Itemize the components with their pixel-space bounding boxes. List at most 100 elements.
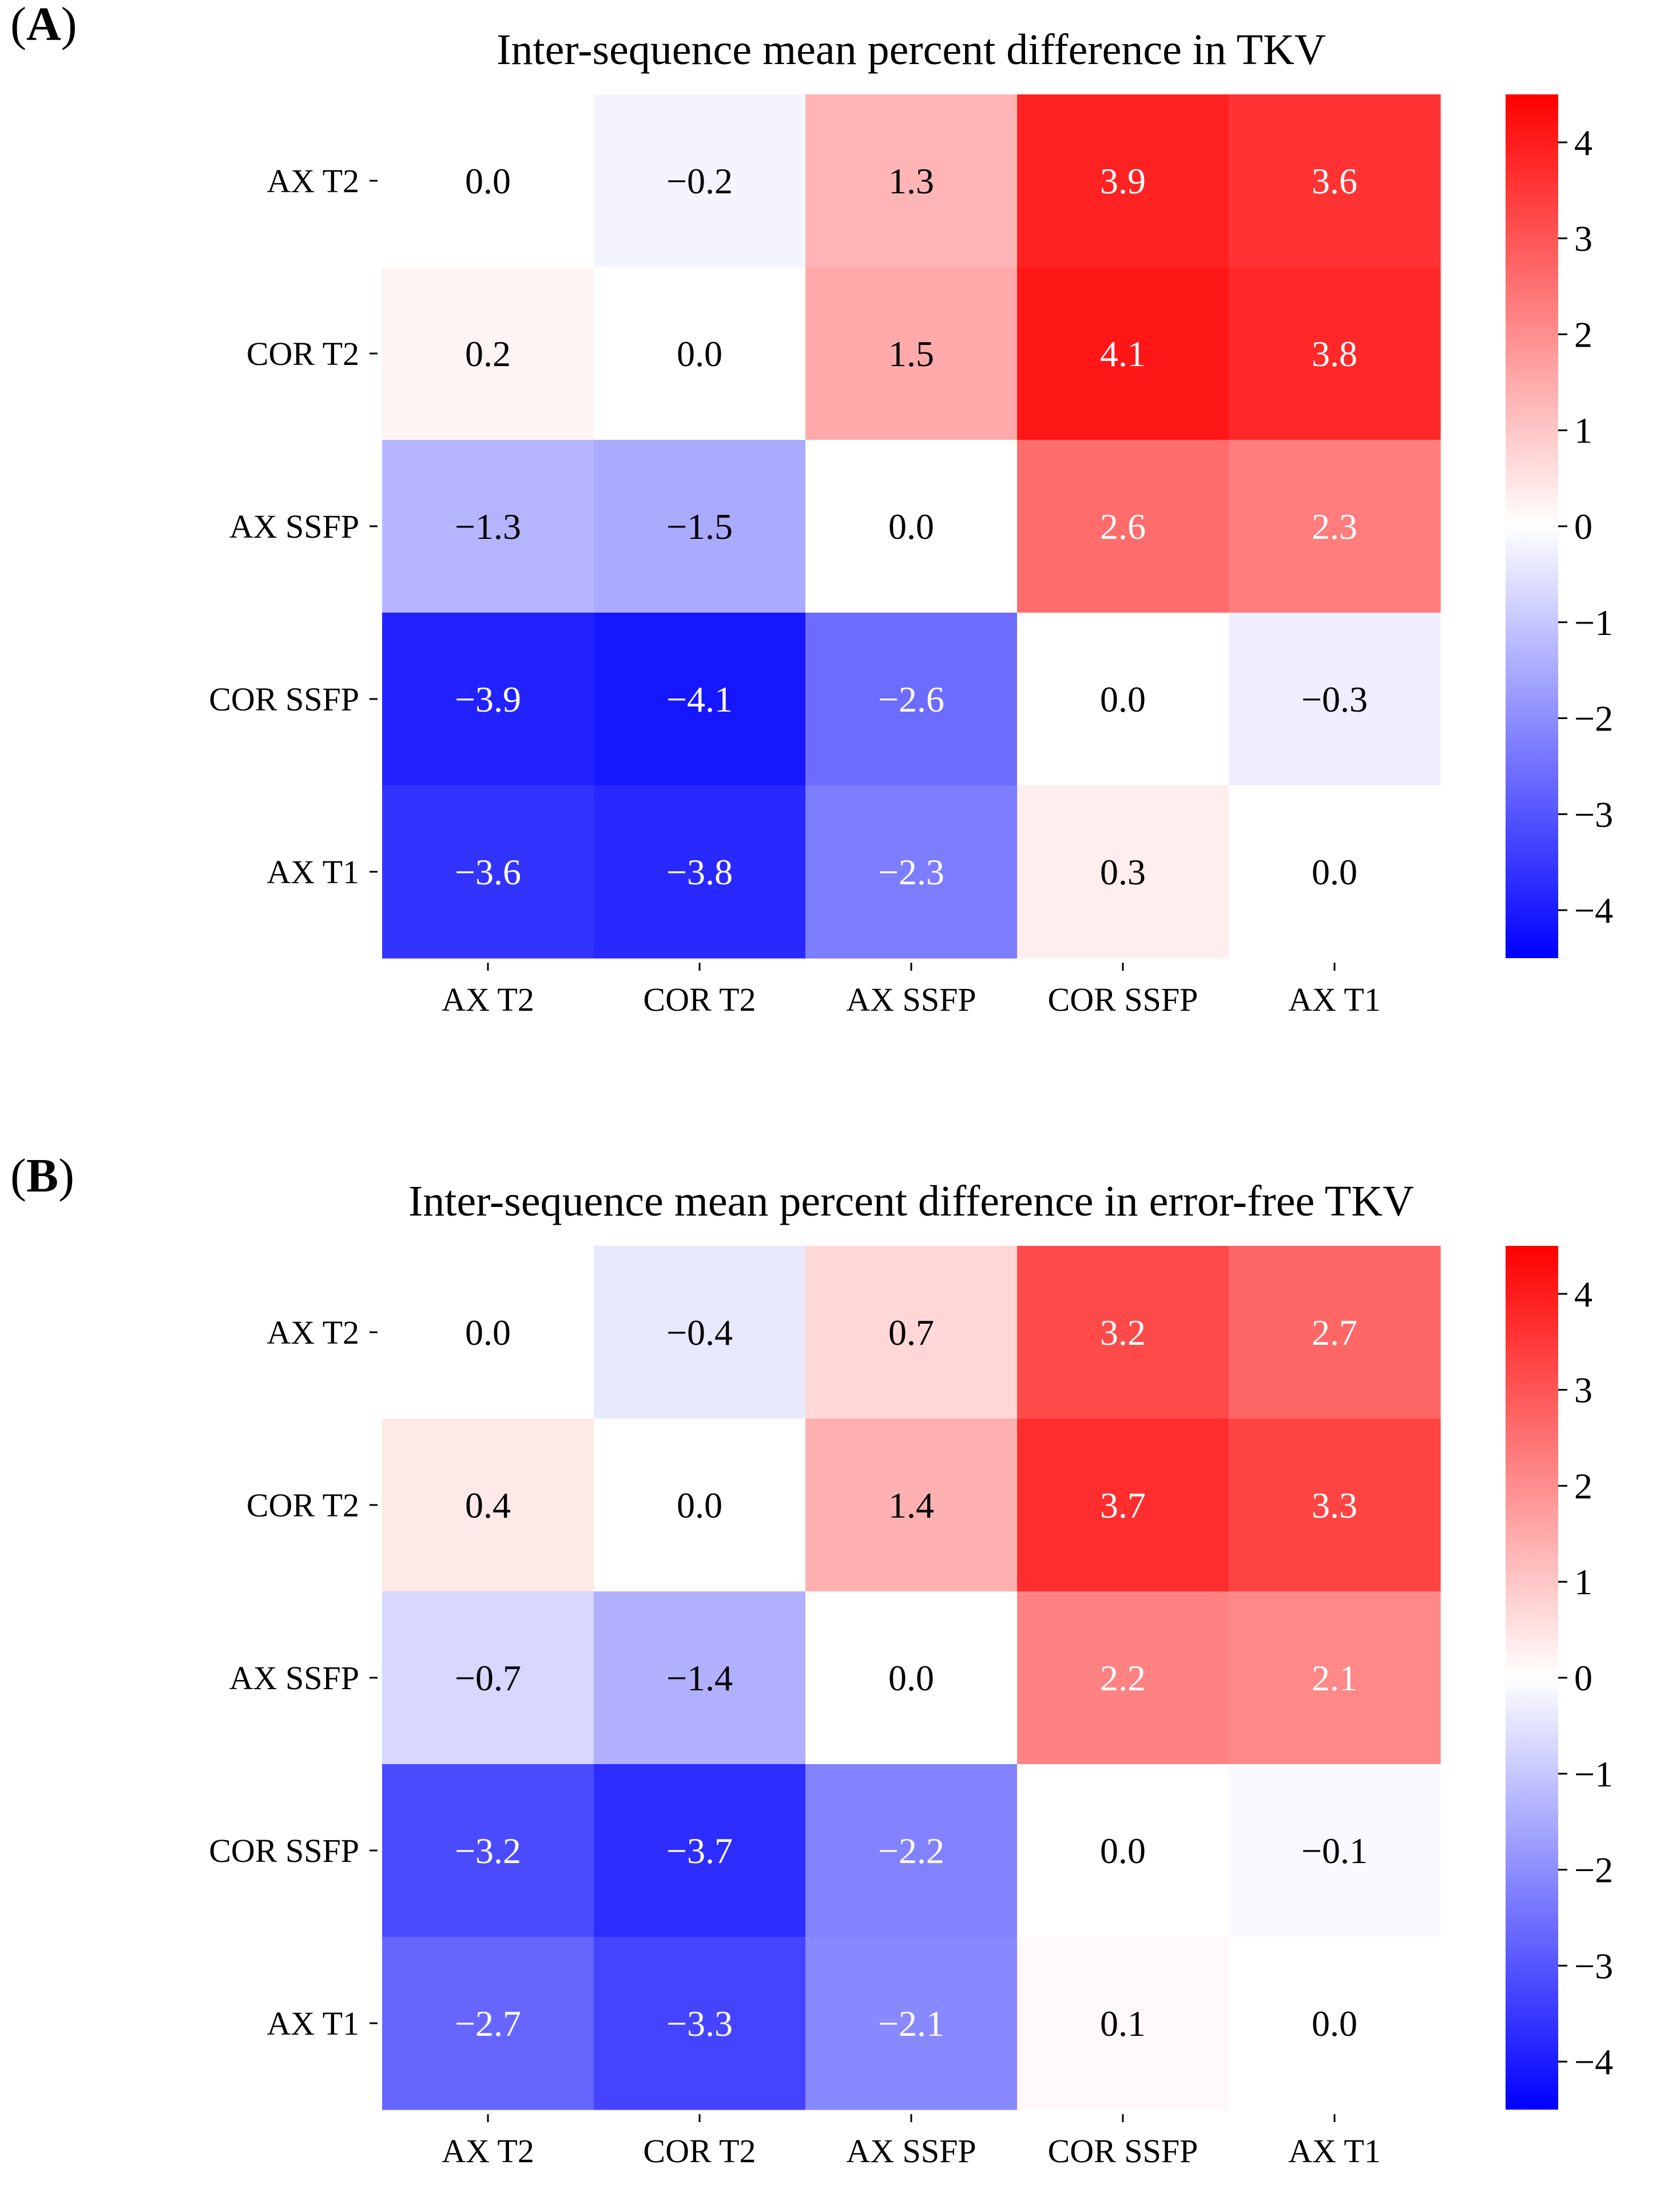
colorbar-tick-label: 1 [1574,410,1593,451]
heatmap-cell [594,440,806,613]
cell-value-label: 0.0 [1312,2003,1357,2044]
heatmap-cell [1229,440,1441,613]
cell-value-label: −3.3 [666,2003,733,2044]
cell-value-label: −0.7 [455,1658,521,1698]
y-tick-label: AX T2 [267,162,359,200]
cell-value-label: 1.5 [888,333,934,374]
x-tick-label: COR SSFP [1048,981,1198,1018]
y-tick-label: COR SSFP [209,1832,359,1869]
heatmap-cell [1229,94,1441,268]
heatmap-cell [1017,1419,1229,1592]
cell-value-label: 0.0 [677,333,722,374]
heatmap-cell [1229,1764,1441,1937]
panel-label: (A) [10,0,77,51]
x-tick-label: COR T2 [643,981,756,1018]
heatmap-cell [1017,613,1229,786]
colorbar-tick-label: −1 [1574,602,1613,643]
heatmap-cell [1017,94,1229,268]
heatmap-cell [382,1591,594,1765]
heatmap-cell [382,440,594,613]
x-tick-label: AX T1 [1288,2132,1381,2170]
cell-value-label: 0.0 [677,1485,722,1526]
cell-value-label: 0.0 [888,506,934,547]
heatmap-cell [1229,785,1441,959]
heatmap-cell [805,267,1018,440]
colorbar-tick-label: 4 [1574,1274,1593,1315]
colorbar-tick-label: −1 [1574,1754,1613,1794]
heatmap-panel-b: (B) Inter-sequence mean percent differenc… [10,1149,1613,2170]
y-tick-label: AX T2 [267,1314,359,1351]
y-tick-label: COR T2 [247,335,359,372]
heatmap-cell [382,94,594,268]
cell-value-label: −3.8 [666,852,733,892]
colorbar-tick-label: 1 [1574,1562,1593,1602]
heatmap-cell [594,1764,806,1937]
cell-value-label: 0.2 [465,333,511,374]
heatmap-cell [594,267,806,440]
heatmap-cell [805,613,1018,786]
cell-value-label: 2.3 [1312,506,1357,547]
cell-value-label: 2.1 [1312,1658,1357,1698]
cell-value-label: −0.1 [1301,1830,1368,1871]
x-tick-label: AX SSFP [846,981,976,1018]
heatmap-cell [594,1246,806,1419]
x-tick-label: AX T1 [1288,981,1381,1018]
cell-value-label: 0.0 [1100,1830,1146,1871]
cell-value-label: −2.3 [878,852,944,892]
chart-title: Inter-sequence mean percent difference i… [497,26,1326,74]
cell-value-label: 3.3 [1312,1485,1357,1526]
cell-value-label: −1.5 [666,506,733,547]
colorbar-tick-label: 2 [1574,314,1593,355]
cell-value-label: −1.3 [455,506,521,547]
heatmap-cell [594,785,806,959]
cell-value-label: −3.9 [455,679,521,720]
cell-value-label: −3.6 [455,852,521,892]
colorbar-tick-label: −2 [1574,698,1613,739]
cell-value-label: 0.0 [465,1312,511,1353]
heatmap-cell [1229,1419,1441,1592]
heatmap-cell [1229,267,1441,440]
cell-value-label: −2.1 [878,2003,944,2044]
cell-value-label: −2.7 [455,2003,521,2044]
heatmap-cell [594,1591,806,1765]
heatmap-cell [805,94,1018,268]
x-tick-label: AX T2 [442,2132,534,2170]
chart-title: Inter-sequence mean percent difference i… [408,1177,1414,1225]
cell-value-label: −3.7 [666,1830,733,1871]
heatmap-cell [1017,440,1229,613]
y-tick-label: AX SSFP [229,1659,359,1697]
cell-value-label: 3.2 [1100,1312,1146,1353]
cell-value-label: 2.6 [1100,506,1146,547]
cell-value-label: −0.2 [666,161,733,201]
heatmap-cell [805,1246,1018,1419]
cell-value-label: 2.7 [1312,1312,1357,1353]
cell-value-label: −2.2 [878,1830,944,1871]
cell-value-label: −3.2 [455,1830,521,1871]
colorbar-tick-label: 0 [1574,1658,1593,1698]
heatmap-cell [1229,1591,1441,1765]
colorbar-tick-label: 4 [1574,122,1593,163]
heatmap-cell [594,94,806,268]
cell-value-label: 1.4 [888,1485,934,1526]
cell-value-label: 1.3 [888,161,934,201]
heatmap-cell [805,785,1018,959]
heatmap-cell [1017,1937,1229,2110]
heatmap-cell [382,613,594,786]
colorbar-tick-label: 3 [1574,1370,1593,1411]
cell-value-label: 0.3 [1100,852,1146,892]
cell-value-label: −2.6 [878,679,944,720]
cell-value-label: 0.7 [888,1312,934,1353]
colorbar-tick-label: −4 [1574,890,1613,931]
y-tick-label: AX SSFP [229,508,359,545]
heatmap-cell [805,1419,1018,1592]
colorbar-tick-label: 0 [1574,506,1593,547]
heatmap-cell [1229,613,1441,786]
cell-value-label: 0.0 [888,1658,934,1698]
heatmap-panel-a: (A) Inter-sequence mean percent differenc… [10,0,1613,1018]
y-tick-label: COR T2 [247,1487,359,1524]
cell-value-label: 0.1 [1100,2003,1146,2044]
y-tick-label: COR SSFP [209,681,359,718]
heatmap-cell [382,785,594,959]
heatmap-cell [805,1591,1018,1765]
heatmap-cell [1017,267,1229,440]
